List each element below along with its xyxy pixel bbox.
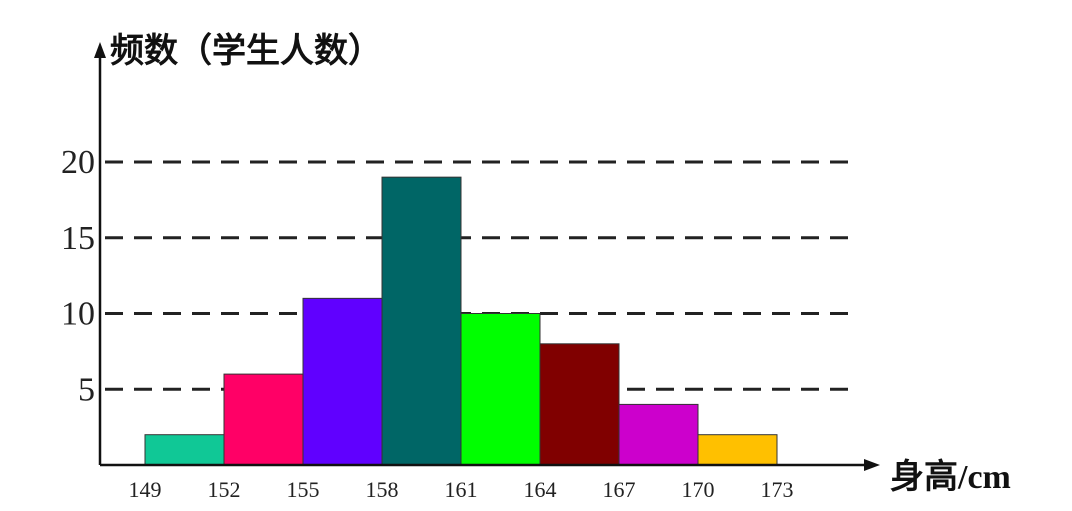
y-tick-label: 20 (61, 144, 95, 181)
x-tick-label: 173 (761, 477, 794, 502)
x-tick-label: 161 (445, 477, 478, 502)
histogram-bar (302, 297, 383, 466)
x-axis-arrow (864, 459, 880, 471)
histogram-bar (223, 373, 304, 466)
y-axis-label: 频数（学生人数） (110, 31, 382, 70)
x-axis-label: 身高/cm (890, 458, 1011, 496)
x-tick-label: 167 (603, 477, 636, 502)
x-tick-label: 164 (524, 477, 557, 502)
y-tick-label: 10 (61, 296, 95, 333)
x-tick-labels: 149 152 155 158 161 164 167 170 173 (129, 477, 794, 502)
bars (144, 176, 778, 466)
histogram-bar (697, 434, 778, 466)
y-tick-labels: 5 10 15 20 (61, 144, 95, 408)
histogram-bar (539, 343, 620, 466)
histogram-bar (618, 403, 699, 466)
axes (94, 42, 880, 471)
x-tick-label: 170 (682, 477, 715, 502)
y-axis-arrow (94, 42, 106, 58)
x-tick-label: 155 (287, 477, 320, 502)
histogram-bar (144, 434, 225, 466)
y-tick-label: 15 (61, 220, 95, 257)
x-tick-label: 149 (129, 477, 162, 502)
x-tick-label: 152 (208, 477, 241, 502)
histogram-bar (381, 176, 462, 466)
histogram-bar (460, 313, 541, 466)
y-tick-label: 5 (78, 371, 95, 408)
x-tick-label: 158 (366, 477, 399, 502)
